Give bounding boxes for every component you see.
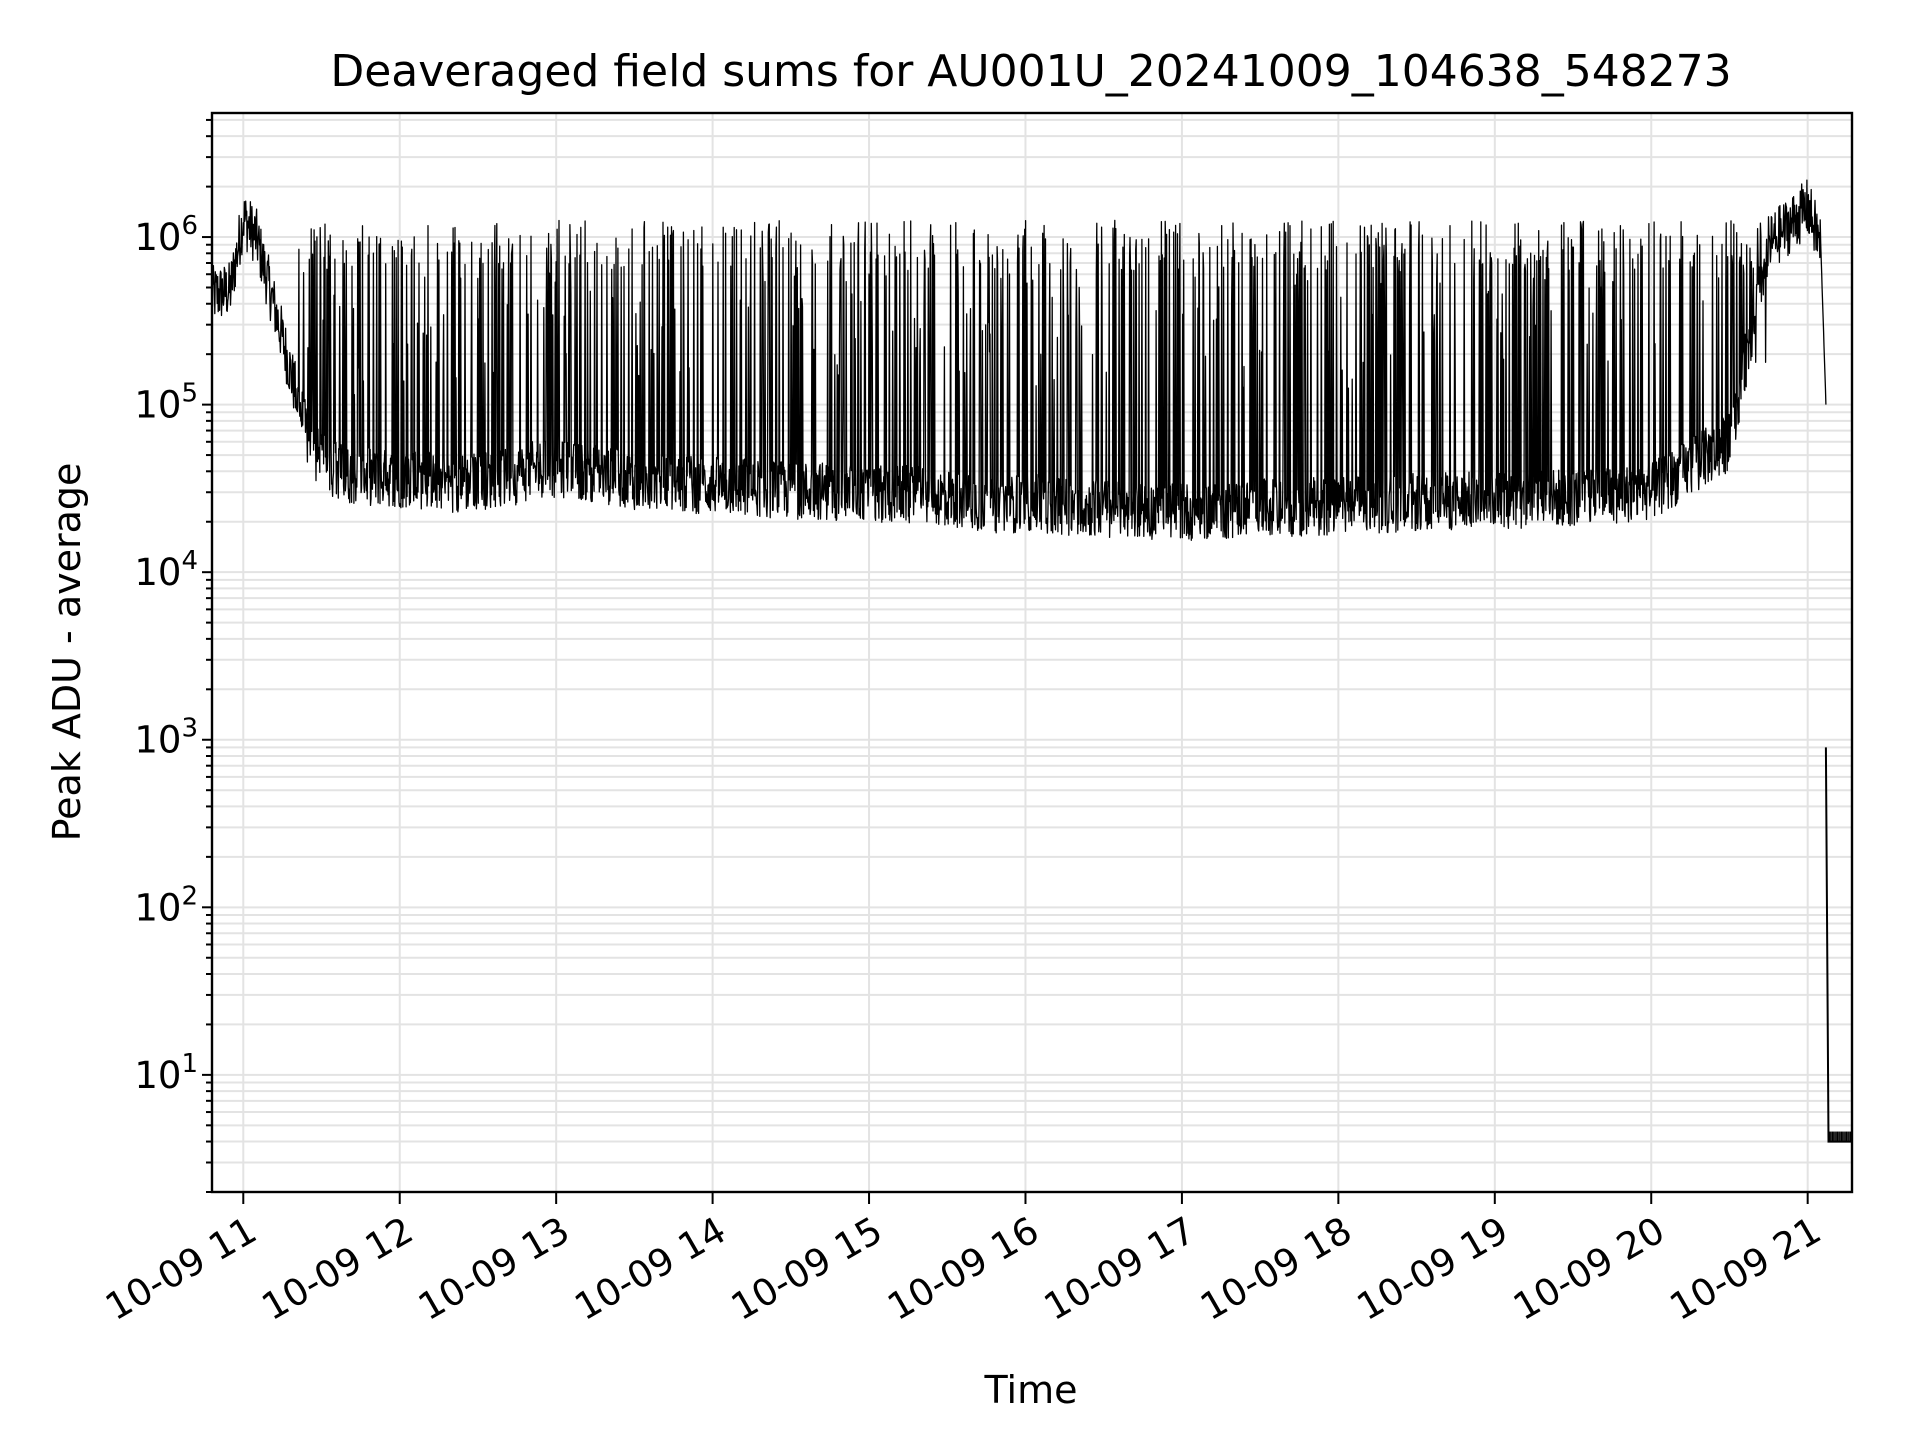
series-tail-line [1824,747,1852,1143]
y-tick-label: 106 [134,211,198,259]
chart-title: Deaveraged field sums for AU001U_2024100… [330,46,1731,97]
y-tick-label: 102 [134,881,198,929]
y-axis-label: Peak ADU - average [45,463,89,842]
y-tick-label: 103 [134,714,198,762]
plot-frame [210,111,1854,1194]
y-tick-label: 104 [134,546,198,594]
series-group [211,179,1852,1143]
y-tick-label: 105 [134,379,198,427]
x-axis-label: Time [984,1368,1078,1412]
y-tick-label: 101 [134,1049,198,1097]
series-line [211,179,1827,541]
